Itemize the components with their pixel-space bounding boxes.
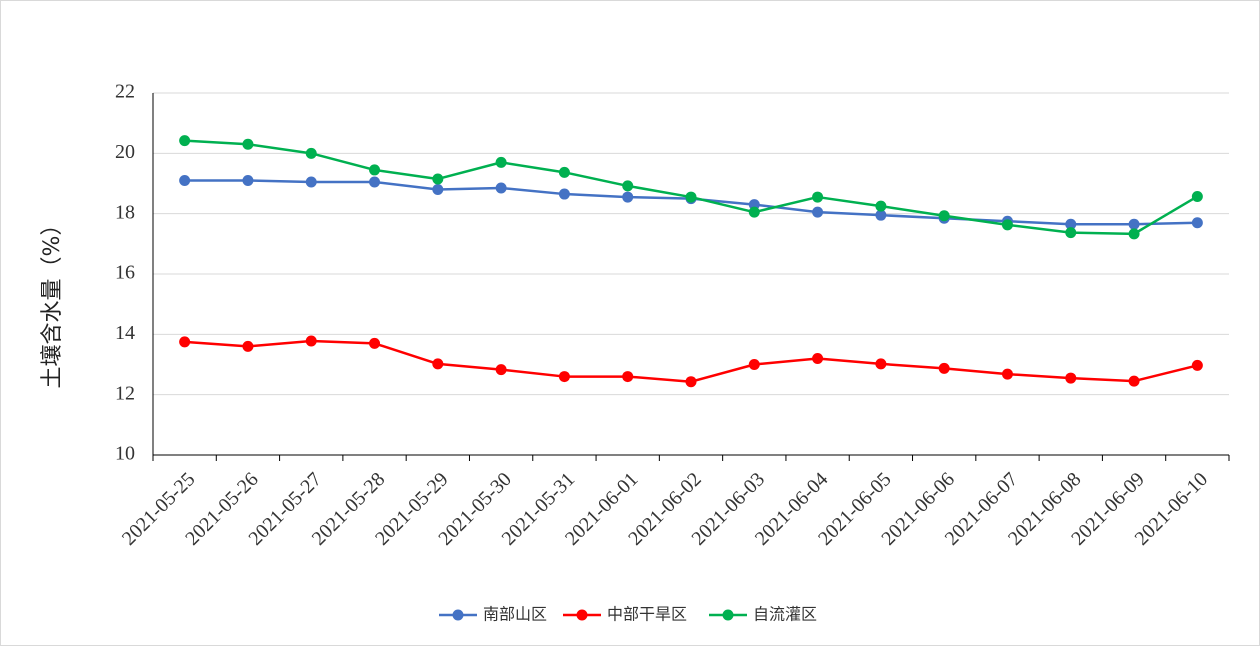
y-tick-label: 22 (115, 81, 135, 103)
y-tick-label: 10 (115, 443, 135, 465)
data-point (748, 199, 760, 211)
data-point (938, 362, 950, 374)
y-tick-label: 14 (115, 322, 135, 344)
series-lines (179, 135, 1203, 388)
y-tick-label: 18 (115, 201, 135, 223)
legend-marker (452, 609, 464, 621)
data-point (558, 371, 570, 383)
data-point (875, 358, 887, 370)
data-point (369, 164, 381, 176)
data-point (875, 200, 887, 212)
data-point (938, 210, 950, 222)
y-tick-label: 20 (115, 141, 135, 163)
data-point (1001, 368, 1013, 380)
data-point (495, 182, 507, 194)
series-2 (179, 135, 1203, 240)
data-point (1191, 190, 1203, 202)
x-tick-labels: 2021-05-252021-05-262021-05-272021-05-28… (118, 468, 1212, 550)
data-point (1001, 219, 1013, 231)
data-point (432, 173, 444, 185)
data-point (179, 174, 191, 186)
data-point (1191, 359, 1203, 371)
data-point (1128, 375, 1140, 387)
data-point (1065, 218, 1077, 230)
legend-item: 南部山区 (439, 605, 547, 624)
data-point (685, 191, 697, 203)
data-point (1128, 218, 1140, 230)
data-point (1128, 228, 1140, 240)
legend-label: 自流灌区 (753, 605, 817, 624)
data-point (812, 191, 824, 203)
data-point (748, 359, 760, 370)
data-point (875, 209, 887, 221)
data-point (1191, 217, 1203, 229)
data-point (748, 206, 760, 218)
y-axis-label: 土壤含水量（%） (40, 214, 65, 389)
data-point (179, 336, 191, 348)
y-tick-labels: 10 12 14 16 18 20 22 (115, 81, 135, 465)
data-point (812, 352, 824, 364)
data-point (432, 358, 444, 370)
series-1 (179, 335, 1203, 388)
legend-item: 自流灌区 (709, 605, 817, 624)
axes (152, 93, 1230, 461)
data-point (369, 337, 381, 349)
data-point (622, 180, 634, 192)
data-point (305, 335, 317, 347)
data-point (1065, 227, 1077, 239)
y-tick-label: 16 (115, 262, 135, 284)
data-point (369, 176, 381, 188)
data-point (179, 135, 191, 147)
legend-marker (722, 609, 734, 621)
data-point (812, 206, 824, 218)
data-point (495, 156, 507, 168)
legend: 南部山区 中部干旱区 自流灌区 (439, 605, 817, 624)
data-point (242, 138, 254, 150)
data-point (242, 340, 254, 352)
data-point (558, 166, 570, 178)
data-point (305, 176, 317, 188)
y-tick-label: 12 (115, 382, 135, 404)
series-line (184, 339, 1198, 383)
data-point (622, 191, 634, 203)
gridlines (153, 92, 1229, 396)
legend-marker (576, 609, 588, 621)
data-point (495, 364, 507, 376)
legend-label: 中部干旱区 (607, 605, 687, 624)
data-point (305, 147, 317, 159)
data-point (432, 184, 444, 196)
data-point (685, 376, 697, 388)
legend-label: 南部山区 (483, 605, 547, 624)
data-point (558, 188, 570, 200)
series-line (184, 139, 1198, 236)
data-point (1065, 372, 1077, 384)
data-point (622, 371, 634, 383)
data-point (242, 174, 254, 186)
legend-item: 中部干旱区 (563, 605, 687, 624)
